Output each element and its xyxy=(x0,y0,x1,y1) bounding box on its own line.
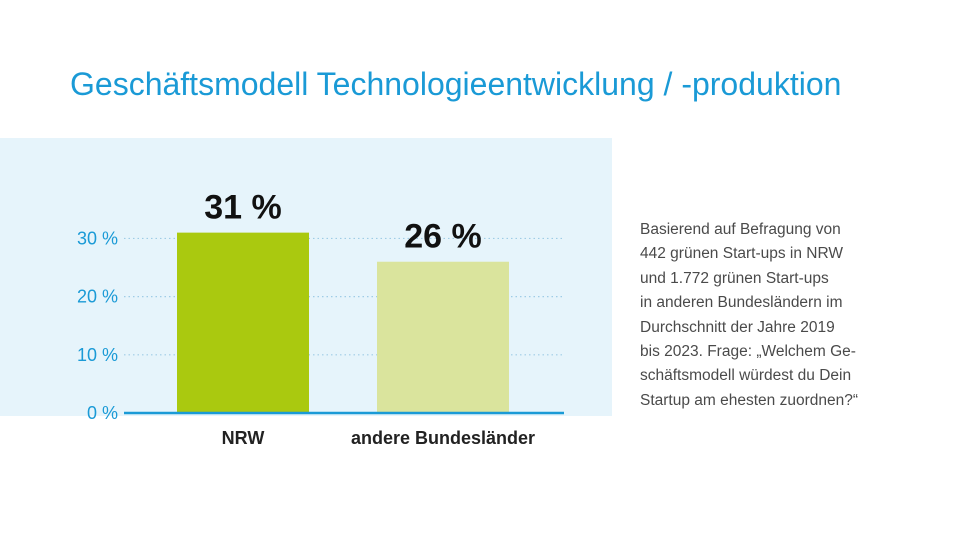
bar xyxy=(377,261,509,413)
chart-title: Geschäftsmodell Technologieentwicklung /… xyxy=(70,66,842,102)
y-tick-label: 0 % xyxy=(87,403,118,423)
note-line: Startup am ehesten zuordnen?“ xyxy=(640,391,858,409)
note-line: 442 grünen Start-ups in NRW xyxy=(640,245,844,263)
note-line: und 1.772 grünen Start-ups xyxy=(640,269,829,287)
note-line: Basierend auf Befragung von xyxy=(640,221,841,238)
note-line: Durchschnitt der Jahre 2019 xyxy=(640,318,835,336)
bar xyxy=(177,232,309,413)
y-tick-label: 10 % xyxy=(77,345,118,365)
bar-value-label: 26 % xyxy=(404,218,482,256)
chart-area: 0 % 10 % 20 % 30 % 31 % NRW 26 % andere Bundesl… xyxy=(0,138,612,448)
note-line: in anderen Bundesländern im xyxy=(640,294,843,312)
y-tick-label: 30 % xyxy=(77,228,118,248)
note-line: bis 2023. Frage: „Welchem Ge- xyxy=(640,343,856,361)
methodology-note: Basierend auf Befragung von 442 grünen S… xyxy=(640,218,940,413)
y-tick-label: 20 % xyxy=(77,287,118,307)
bar-chart: 0 % 10 % 20 % 30 % 31 % NRW 26 % andere Bundesl… xyxy=(77,189,564,448)
bar-value-label: 31 % xyxy=(204,189,282,227)
note-line: schäftsmodell würdest du Dein xyxy=(640,367,852,385)
category-label: NRW xyxy=(222,428,265,448)
category-label: andere Bundesländer xyxy=(351,428,535,448)
